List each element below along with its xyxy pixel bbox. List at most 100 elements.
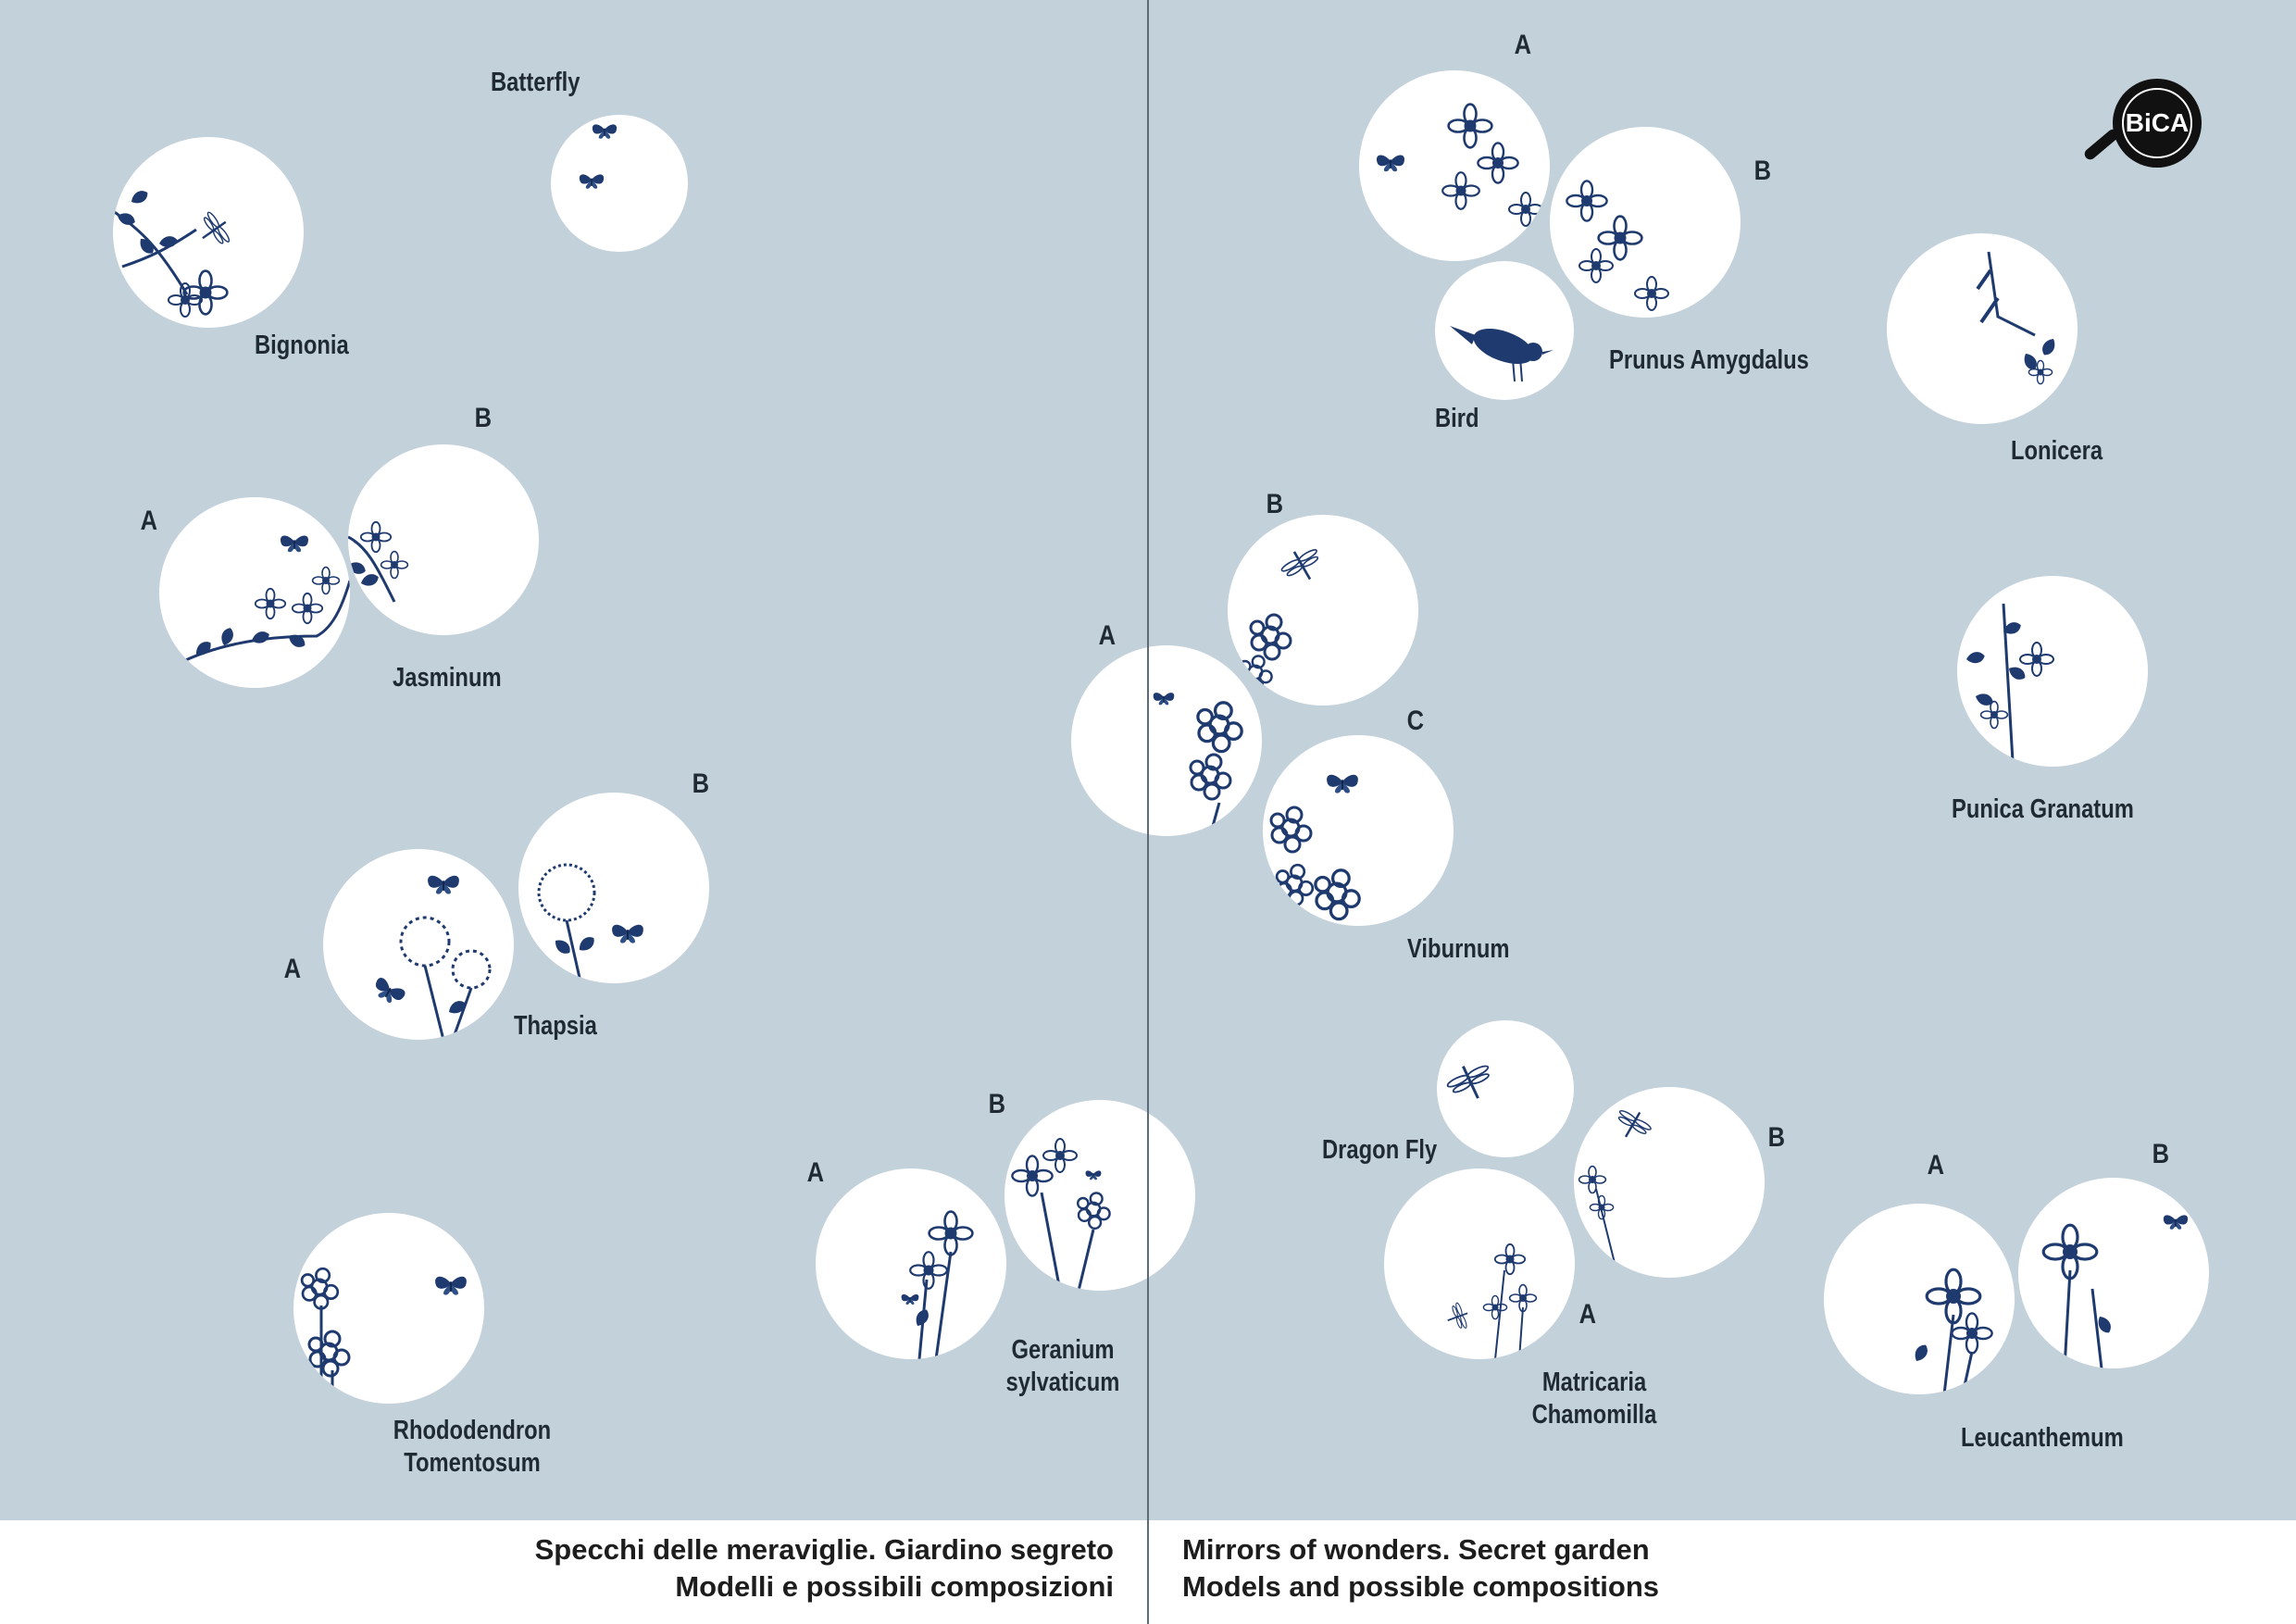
circle-prunus-b bbox=[1550, 127, 1741, 318]
bica-logo-text: BiCA bbox=[2125, 108, 2190, 137]
circle-matricaria-a bbox=[1384, 1168, 1575, 1359]
circle-viburnum-b bbox=[1228, 515, 1418, 706]
circle-lonicera bbox=[1887, 233, 2078, 424]
letter-a: A bbox=[806, 1157, 825, 1188]
dragonfly-icon bbox=[1441, 1299, 1473, 1334]
letter-a: A bbox=[1578, 1299, 1597, 1330]
label-rhododendron-line2: Tomentosum bbox=[404, 1448, 541, 1478]
flower-icon bbox=[254, 587, 287, 620]
butterfly-icon bbox=[1085, 1169, 1102, 1181]
flower-icon bbox=[1011, 1155, 1054, 1197]
butterfly-icon bbox=[427, 874, 460, 895]
circle-leucanthemum-a bbox=[1824, 1204, 2015, 1394]
label-leucanthemum: Leucanthemum bbox=[1961, 1423, 2124, 1453]
butterfly-icon bbox=[1153, 692, 1175, 706]
letter-b: B bbox=[2152, 1139, 2170, 1169]
label-dragonfly: Dragon Fly bbox=[1322, 1135, 1438, 1165]
label-rhododendron-line1: Rhododendron bbox=[393, 1416, 552, 1445]
letter-b: B bbox=[1266, 489, 1284, 519]
letter-a: A bbox=[1927, 1150, 1945, 1181]
flower-icon bbox=[1979, 700, 2009, 730]
butterfly-icon bbox=[611, 923, 644, 944]
bica-logo-ring bbox=[2122, 88, 2192, 158]
flower-icon bbox=[311, 566, 341, 595]
dragonfly-icon bbox=[1609, 1102, 1657, 1147]
flower-icon bbox=[291, 592, 324, 625]
butterfly-icon bbox=[369, 975, 408, 1009]
footer-left-line1: Specchi delle meraviglie. Giardino segre… bbox=[534, 1533, 1114, 1566]
flower-icon bbox=[359, 520, 393, 554]
label-matricaria-line1: Matricaria bbox=[1541, 1368, 1647, 1397]
dragonfly-icon bbox=[1275, 540, 1329, 591]
flower-icon bbox=[1578, 248, 1614, 283]
letter-a: A bbox=[1514, 30, 1532, 60]
circle-dragonfly bbox=[1437, 1020, 1574, 1157]
label-geranium-line1: Geranium bbox=[1011, 1335, 1115, 1365]
butterfly-icon bbox=[434, 1275, 468, 1296]
label-punica: Punica Granatum bbox=[1952, 794, 2134, 824]
dragonfly-icon bbox=[1441, 1056, 1500, 1109]
letter-b: B bbox=[692, 768, 710, 799]
circle-jasminum-a bbox=[159, 497, 350, 688]
flower-icon bbox=[1597, 215, 1643, 261]
flower-icon bbox=[1508, 192, 1543, 227]
circle-jasminum-b bbox=[348, 444, 539, 635]
footer-right-line2: Models and possible compositions bbox=[1182, 1570, 1660, 1603]
circle-viburnum-c bbox=[1263, 735, 1454, 926]
bica-logo-icon: BiCA bbox=[2113, 79, 2202, 168]
flower-icon bbox=[1482, 1294, 1508, 1320]
label-geranium-line2: sylvaticum bbox=[1005, 1368, 1120, 1397]
butterfly-icon bbox=[280, 534, 309, 554]
butterfly-icon bbox=[592, 123, 618, 140]
flower-icon bbox=[1634, 276, 1669, 311]
letter-a: A bbox=[1098, 620, 1117, 651]
letter-a: A bbox=[283, 954, 302, 984]
footer-right-line1: Mirrors of wonders. Secret garden bbox=[1182, 1533, 1650, 1566]
flower-icon bbox=[909, 1251, 948, 1290]
circle-thapsia-b bbox=[518, 793, 709, 983]
page-spine bbox=[1147, 0, 1149, 1624]
butterfly-icon bbox=[1376, 154, 1405, 172]
footer-left-line2: Modelli e possibili composizioni bbox=[675, 1570, 1114, 1603]
circle-viburnum-a bbox=[1071, 645, 1262, 836]
label-lonicera: Lonicera bbox=[2011, 436, 2103, 466]
label-jasminum: Jasminum bbox=[393, 663, 502, 693]
letter-b: B bbox=[1753, 156, 1772, 186]
flower-icon bbox=[380, 550, 409, 580]
bird-icon bbox=[1450, 326, 1554, 382]
circle-geranium-a bbox=[816, 1168, 1006, 1359]
circle-butterfly bbox=[551, 115, 688, 252]
circle-rhododendron bbox=[293, 1213, 484, 1404]
butterfly-icon bbox=[2163, 1214, 2189, 1230]
label-viburnum: Viburnum bbox=[1407, 934, 1510, 964]
flower-icon bbox=[1042, 1138, 1078, 1173]
circle-leucanthemum-b bbox=[2018, 1178, 2209, 1368]
letter-b: B bbox=[1767, 1122, 1786, 1153]
label-butterfly: Batterfly bbox=[491, 68, 580, 97]
circle-thapsia-a bbox=[323, 849, 514, 1040]
flower-icon bbox=[1566, 180, 1608, 222]
butterfly-icon bbox=[1326, 773, 1359, 794]
letter-b: B bbox=[474, 403, 493, 433]
butterfly-icon bbox=[901, 1293, 919, 1305]
circle-bignonia bbox=[113, 137, 304, 328]
flower-icon bbox=[1477, 142, 1519, 184]
letter-b: B bbox=[988, 1089, 1006, 1119]
label-thapsia: Thapsia bbox=[514, 1011, 597, 1041]
butterfly-icon bbox=[579, 173, 605, 190]
circle-prunus-a bbox=[1359, 70, 1550, 261]
label-prunus: Prunus Amygdalus bbox=[1609, 345, 1809, 375]
flower-icon bbox=[928, 1210, 974, 1256]
label-matricaria-line2: Chamomilla bbox=[1531, 1400, 1657, 1430]
label-bignonia: Bignonia bbox=[255, 331, 349, 360]
letter-a: A bbox=[140, 506, 158, 536]
circle-punica bbox=[1957, 576, 2148, 767]
letter-c: C bbox=[1406, 706, 1425, 736]
flower-icon bbox=[1578, 1165, 1607, 1194]
flower-icon bbox=[1441, 171, 1480, 210]
flower-icon bbox=[1493, 1243, 1527, 1276]
dragonfly-icon bbox=[191, 206, 238, 255]
flower-icon bbox=[2019, 642, 2054, 677]
circle-geranium-b bbox=[1004, 1100, 1195, 1291]
circle-bird bbox=[1435, 261, 1574, 400]
